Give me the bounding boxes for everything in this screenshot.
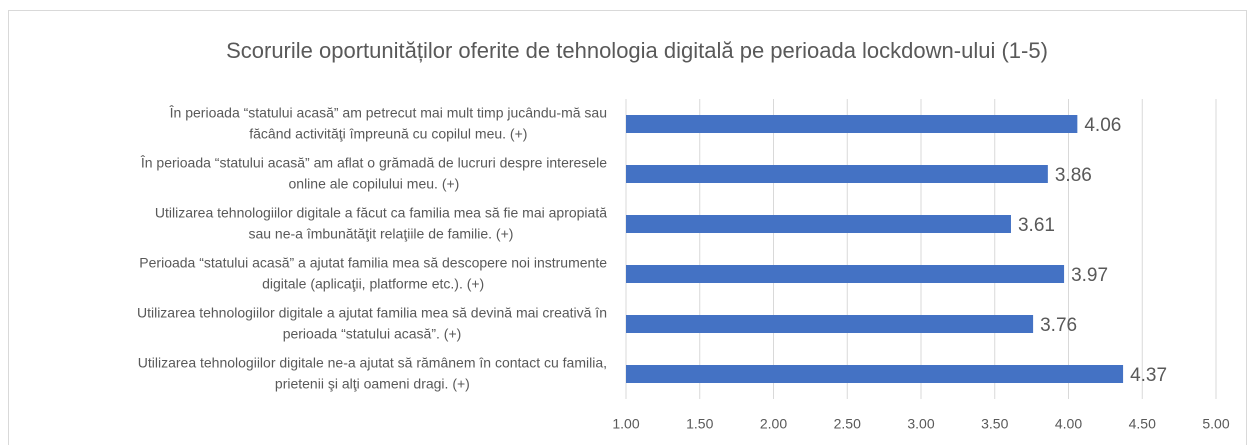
x-tick-label: 2.50	[834, 416, 861, 432]
x-tick-label: 4.50	[1129, 416, 1156, 432]
x-tick-label: 5.00	[1202, 416, 1229, 432]
x-tick-label: 1.50	[686, 416, 713, 432]
y-tick-label: prietenii şi alţi oameni dragi. (+)	[275, 376, 470, 392]
bar	[626, 215, 1011, 233]
y-tick-label: făcând activităţi împreună cu copilul me…	[249, 126, 527, 142]
x-tick-label: 1.00	[612, 416, 639, 432]
y-tick-label: Perioada “statului acasă” a ajutat famil…	[139, 255, 607, 271]
y-tick-label: În perioada “statului acasă” am petrecut…	[169, 105, 607, 121]
bar	[626, 115, 1078, 133]
data-label: 3.76	[1040, 315, 1077, 336]
bar	[626, 265, 1065, 283]
y-tick-label: perioada “statului acasă”. (+)	[283, 326, 462, 342]
y-tick-label: În perioada “statului acasă” am aflat o …	[140, 155, 607, 171]
y-tick-label: sau ne-a îmbunătăţit relaţiile de famili…	[248, 226, 513, 242]
y-tick-label: digitale (aplicaţii, platforme etc.). (+…	[262, 276, 484, 292]
y-tick-label: Utilizarea tehnologiilor digitale ne-a a…	[138, 355, 607, 371]
bar	[626, 315, 1034, 333]
x-tick-label: 3.50	[981, 416, 1008, 432]
y-tick-label: online ale copilului meu. (+)	[289, 176, 460, 192]
x-tick-label: 4.00	[1055, 416, 1082, 432]
x-tick-label: 3.00	[907, 416, 934, 432]
data-label: 3.97	[1071, 265, 1108, 286]
data-label: 4.06	[1084, 115, 1121, 136]
chart-title: Scorurile oportunităților oferite de teh…	[226, 38, 1048, 63]
y-tick-label: Utilizarea tehnologiilor digitale a ajut…	[137, 305, 607, 321]
x-tick-label: 2.00	[760, 416, 787, 432]
data-label: 3.86	[1055, 165, 1092, 186]
data-label: 4.37	[1130, 365, 1167, 386]
bar	[626, 365, 1124, 383]
data-label: 3.61	[1018, 215, 1055, 236]
y-tick-label: Utilizarea tehnologiilor digitale a făcu…	[155, 205, 607, 221]
bar	[626, 165, 1048, 183]
